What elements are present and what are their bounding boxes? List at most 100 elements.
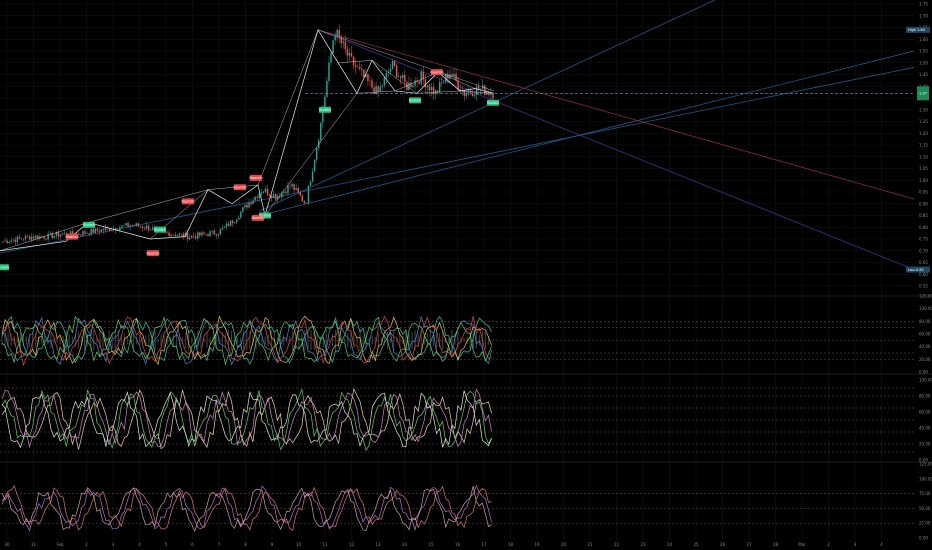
candle-body (326, 81, 328, 97)
candle-body (418, 81, 420, 84)
time-axis-label: 27 (746, 542, 752, 547)
candle-body (133, 225, 135, 226)
oscillator-3-tick: 25.00 (919, 521, 931, 526)
candle-body (332, 40, 334, 54)
candle-body (209, 231, 211, 237)
time-axis-label: 2 (827, 542, 830, 547)
candle-body (59, 234, 62, 237)
candle-body (94, 228, 96, 234)
candles (2, 24, 494, 246)
candle-body (426, 85, 429, 88)
time-axis-label: 6 (191, 542, 194, 547)
oscillator-3-tick: 75.00 (919, 491, 931, 496)
candle-body (143, 228, 146, 229)
candle-body (459, 89, 461, 92)
candle-body (352, 56, 355, 66)
candle-body (475, 86, 478, 95)
candle-body (322, 110, 324, 123)
candle-body (443, 82, 445, 83)
time-axis-label: 4 (138, 542, 141, 547)
candle-body (211, 230, 213, 232)
candle-body (53, 235, 55, 239)
candle-body (404, 75, 406, 82)
candle-body (424, 79, 427, 88)
time-axis-label: 23 (640, 542, 646, 547)
oscillator-2-tick: 0.00 (919, 458, 928, 463)
zigzag-chord (394, 71, 439, 92)
price-tick-label: 1.60 (919, 37, 928, 42)
trend-lines (0, 0, 915, 270)
candle-body (471, 93, 474, 96)
zigzag-wedge-top (317, 29, 495, 92)
badge-label: Bearish (65, 235, 78, 239)
price-tick-label: 1.70 (919, 13, 928, 18)
candle-body (37, 235, 39, 239)
oscillator-2-tick: 80.00 (919, 394, 931, 399)
candle-body (176, 235, 178, 236)
candle-body (266, 188, 269, 195)
badge-label: Bearish (181, 200, 194, 204)
oscillator-3 (0, 485, 914, 533)
candle-body (274, 194, 277, 200)
candle-body (12, 239, 14, 241)
candle-body (369, 80, 371, 82)
candle-body (55, 232, 58, 236)
candle-body (479, 88, 482, 90)
trendline-blue-2 (259, 50, 915, 216)
zigzag-chord (207, 184, 259, 190)
time-axis-label: 19 (534, 542, 540, 547)
badge-label: Bullish (0, 265, 9, 269)
candle-body (272, 194, 275, 198)
candle-body (383, 77, 386, 86)
candle-body (233, 222, 236, 224)
trendline-red (317, 29, 915, 200)
candle-body (451, 74, 453, 77)
price-tick-label: 0.75 (919, 237, 928, 242)
candle-body (307, 185, 310, 203)
badge-bearish (252, 214, 264, 221)
candle-body (359, 67, 361, 69)
candle-body (203, 232, 205, 234)
price-tick-label: 1.50 (919, 60, 928, 65)
badge-bearish (182, 198, 194, 205)
candle-body (473, 94, 476, 96)
candle-body (61, 233, 64, 235)
candle-body (336, 29, 338, 37)
candle-body (84, 231, 86, 234)
candle-body (408, 82, 410, 90)
candle-body (488, 92, 490, 96)
candle-body (229, 220, 232, 227)
candle-body (78, 233, 80, 235)
price-tick-label: 0.65 (919, 260, 928, 265)
candle-body (293, 184, 295, 191)
candle-body (342, 41, 345, 44)
candle-body (223, 226, 226, 229)
time-axis-label: 24 (667, 542, 673, 547)
candle-body (328, 62, 330, 82)
zigzag-chord (459, 90, 495, 94)
candle-body (16, 236, 19, 242)
candle-body (367, 74, 369, 81)
badge-bullish (154, 226, 166, 233)
candle-body (217, 234, 219, 236)
oscillator-2-tick: 100.00 (919, 378, 932, 383)
time-axis-label: 11 (322, 542, 328, 547)
candle-body (467, 91, 470, 94)
candle-body (375, 86, 377, 95)
candle-body (236, 219, 238, 223)
price-tick-label: 1.10 (919, 154, 928, 159)
grid (0, 0, 914, 540)
candle-body (178, 233, 181, 236)
badge-label: Bearish (430, 70, 443, 74)
zigzag-chord (264, 93, 358, 216)
time-axis-label: 5 (165, 542, 168, 547)
oscillator-1 (0, 315, 914, 367)
candle-body (168, 232, 170, 237)
price-tick-label: 0.55 (919, 284, 928, 289)
candle-body (453, 73, 455, 77)
candle-body (240, 211, 242, 218)
candle-body (441, 82, 443, 83)
candle-body (492, 93, 494, 99)
oscillator-1-line-1 (1, 315, 492, 366)
